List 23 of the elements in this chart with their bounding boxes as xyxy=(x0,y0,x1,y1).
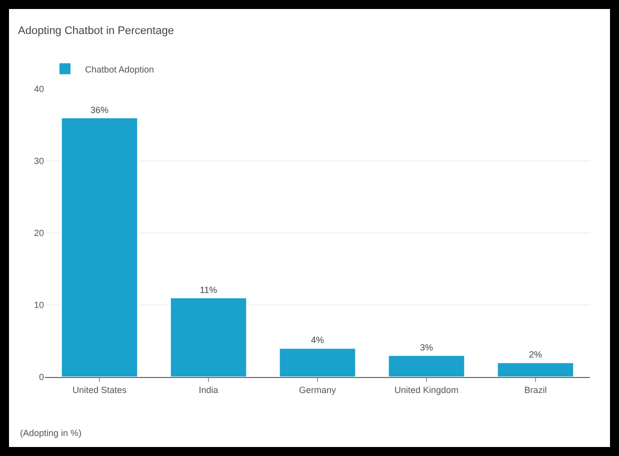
data-label: 2% xyxy=(528,350,542,360)
bar xyxy=(60,117,138,377)
x-tick-label: United States xyxy=(72,384,128,395)
data-label: 36% xyxy=(90,104,109,115)
x-tick-label: United Kingdom xyxy=(394,384,459,395)
x-tick-label: Brazil xyxy=(524,384,547,395)
bar xyxy=(170,297,248,377)
x-tick-label: Germany xyxy=(298,384,337,395)
text: (Adopting in %) xyxy=(20,428,82,438)
y-tick-label: 40 xyxy=(34,84,44,94)
chart-title: Adopting Chatbot in Percentage xyxy=(18,25,174,38)
bar xyxy=(388,354,466,377)
legend-label: Chatbot Adoption xyxy=(85,64,154,74)
y-tick-label: 20 xyxy=(34,228,44,238)
y-tick-label: 10 xyxy=(34,300,44,310)
y-tick-label: 0 xyxy=(38,372,44,382)
y-tick-label: 30 xyxy=(34,156,44,166)
x-tick-label: India xyxy=(198,384,218,395)
data-label: 4% xyxy=(310,335,324,346)
data-label: 11% xyxy=(200,284,218,295)
bar xyxy=(496,362,574,377)
data-label: 3% xyxy=(420,342,434,352)
bar xyxy=(278,348,356,377)
